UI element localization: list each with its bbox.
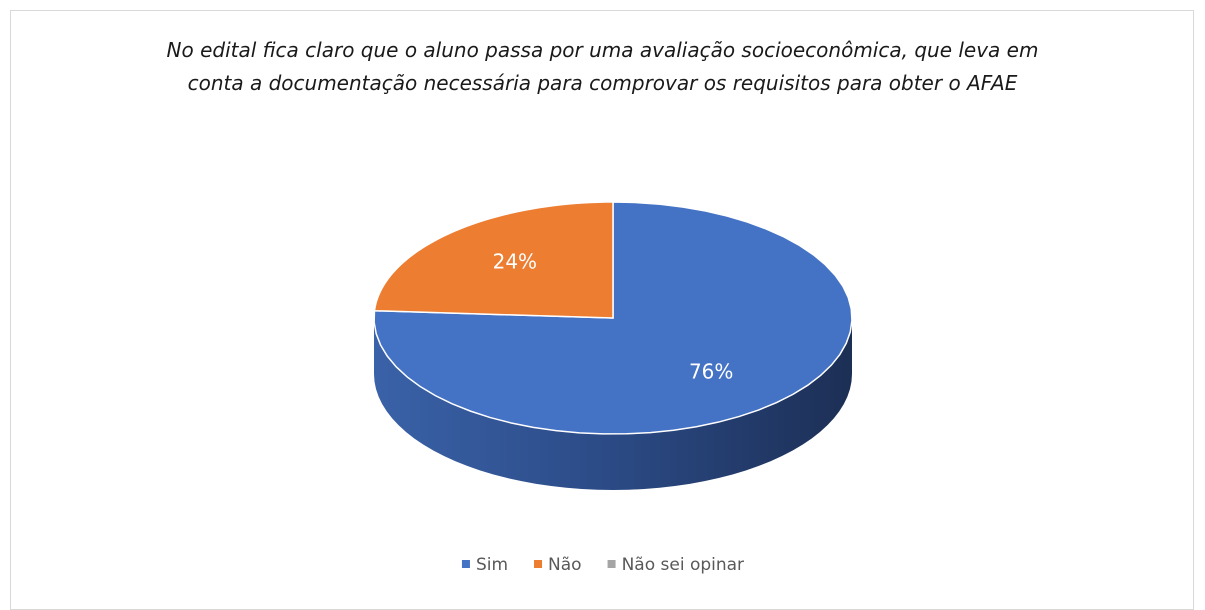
data-label: 76%: [689, 359, 733, 383]
data-label: 24%: [493, 250, 537, 274]
legend-swatch: [461, 560, 470, 568]
slice: [373, 201, 614, 319]
legend-swatch: [534, 560, 543, 568]
chart: 76% 24% Sim Não Não sei opinar: [373, 201, 853, 575]
page: 76% 24% Sim Não Não sei opinar No edital fic…: [10, 10, 1194, 610]
legend-label: Não: [548, 555, 582, 575]
chart-title: No edital fica claro que o aluno passa p…: [166, 38, 1039, 95]
legend-swatch: [607, 560, 616, 568]
legend-label: Sim: [476, 555, 508, 575]
legend-label: Não sei opinar: [622, 555, 744, 575]
slice-side: [374, 318, 852, 490]
